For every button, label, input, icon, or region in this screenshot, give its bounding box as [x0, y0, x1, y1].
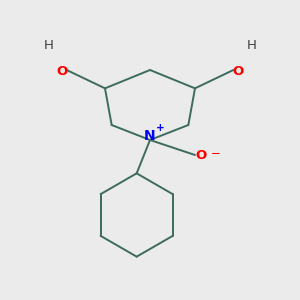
Text: O: O: [56, 65, 67, 78]
Text: +: +: [156, 123, 165, 133]
Text: N: N: [144, 129, 156, 143]
Text: H: H: [44, 38, 53, 52]
Text: O: O: [195, 148, 207, 161]
Text: O: O: [233, 65, 244, 78]
Text: H: H: [247, 38, 256, 52]
Text: −: −: [211, 147, 220, 160]
